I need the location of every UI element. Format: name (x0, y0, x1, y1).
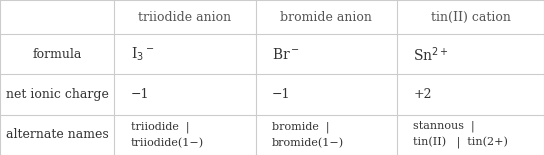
Text: triiodide anion: triiodide anion (138, 11, 232, 24)
Text: triiodide  |
triiodide(1−): triiodide | triiodide(1−) (131, 122, 203, 148)
Text: stannous  |
tin(II)   |  tin(2+): stannous | tin(II) | tin(2+) (413, 120, 508, 149)
Text: −1: −1 (131, 88, 149, 101)
Text: −1: −1 (272, 88, 290, 101)
Text: formula: formula (33, 48, 82, 61)
Text: I$_3$$^-$: I$_3$$^-$ (131, 46, 154, 63)
Text: Br$^-$: Br$^-$ (272, 47, 300, 62)
Text: Sn$^{2+}$: Sn$^{2+}$ (413, 45, 449, 64)
Text: bromide anion: bromide anion (281, 11, 372, 24)
Text: alternate names: alternate names (6, 128, 108, 141)
Text: net ionic charge: net ionic charge (5, 88, 109, 101)
Text: +2: +2 (413, 88, 432, 101)
Text: bromide  |
bromide(1−): bromide | bromide(1−) (272, 122, 344, 148)
Text: tin(II) cation: tin(II) cation (431, 11, 510, 24)
